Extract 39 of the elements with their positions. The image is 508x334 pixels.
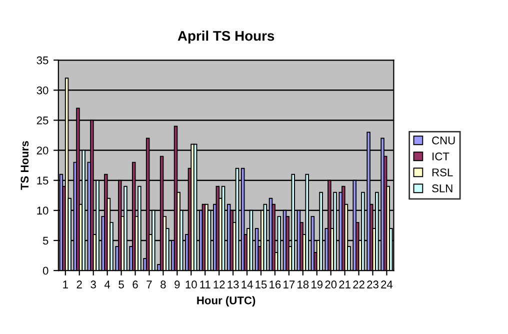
x-tick-label: 2 <box>76 280 82 288</box>
x-tick-label: 14 <box>242 280 253 288</box>
y-tick-label: 35 <box>36 56 48 64</box>
x-tick-label: 23 <box>367 280 378 288</box>
x-tick-label: 21 <box>339 280 350 288</box>
x-tick-label: 4 <box>104 280 110 288</box>
y-tick-label: 20 <box>36 146 48 154</box>
legend-label: RSL <box>432 168 453 176</box>
x-tick-label: 18 <box>298 280 309 288</box>
x-tick-label: 22 <box>353 280 364 288</box>
x-tick-label: 13 <box>228 280 239 288</box>
x-tick-label: 16 <box>270 280 281 288</box>
x-tick-label: 19 <box>312 280 323 288</box>
y-tick-label: 30 <box>36 86 48 94</box>
legend-label: SLN <box>432 184 452 192</box>
y-tick-label: 25 <box>36 116 48 124</box>
x-tick-label: 11 <box>200 280 210 288</box>
x-tick-label: 12 <box>214 280 225 288</box>
y-tick-label: 5 <box>42 236 48 245</box>
x-tick-label: 1 <box>63 280 68 288</box>
y-tick-label: 10 <box>37 206 48 215</box>
x-tick-label: 5 <box>118 280 124 288</box>
legend-label: ICT <box>432 152 450 160</box>
x-tick-label: 15 <box>256 280 267 288</box>
x-tick-label: 3 <box>90 280 96 288</box>
x-tick-label: 6 <box>132 280 138 288</box>
x-tick-label: 10 <box>186 280 197 288</box>
legend-label: CNU <box>432 136 455 144</box>
x-tick-label: 8 <box>160 280 166 288</box>
y-tick-label: 0 <box>42 266 48 275</box>
y-axis-title: TS Hours <box>20 141 29 190</box>
x-tick-label: 7 <box>146 280 152 288</box>
x-tick-label: 24 <box>381 280 393 288</box>
chart-title: April TS Hours <box>178 30 274 44</box>
y-tick-label: 15 <box>37 176 48 184</box>
x-tick-label: 9 <box>174 280 180 288</box>
x-axis-title: Hour (UTC) <box>197 296 256 307</box>
x-tick-label: 20 <box>325 280 337 288</box>
x-tick-label: 17 <box>284 280 295 288</box>
